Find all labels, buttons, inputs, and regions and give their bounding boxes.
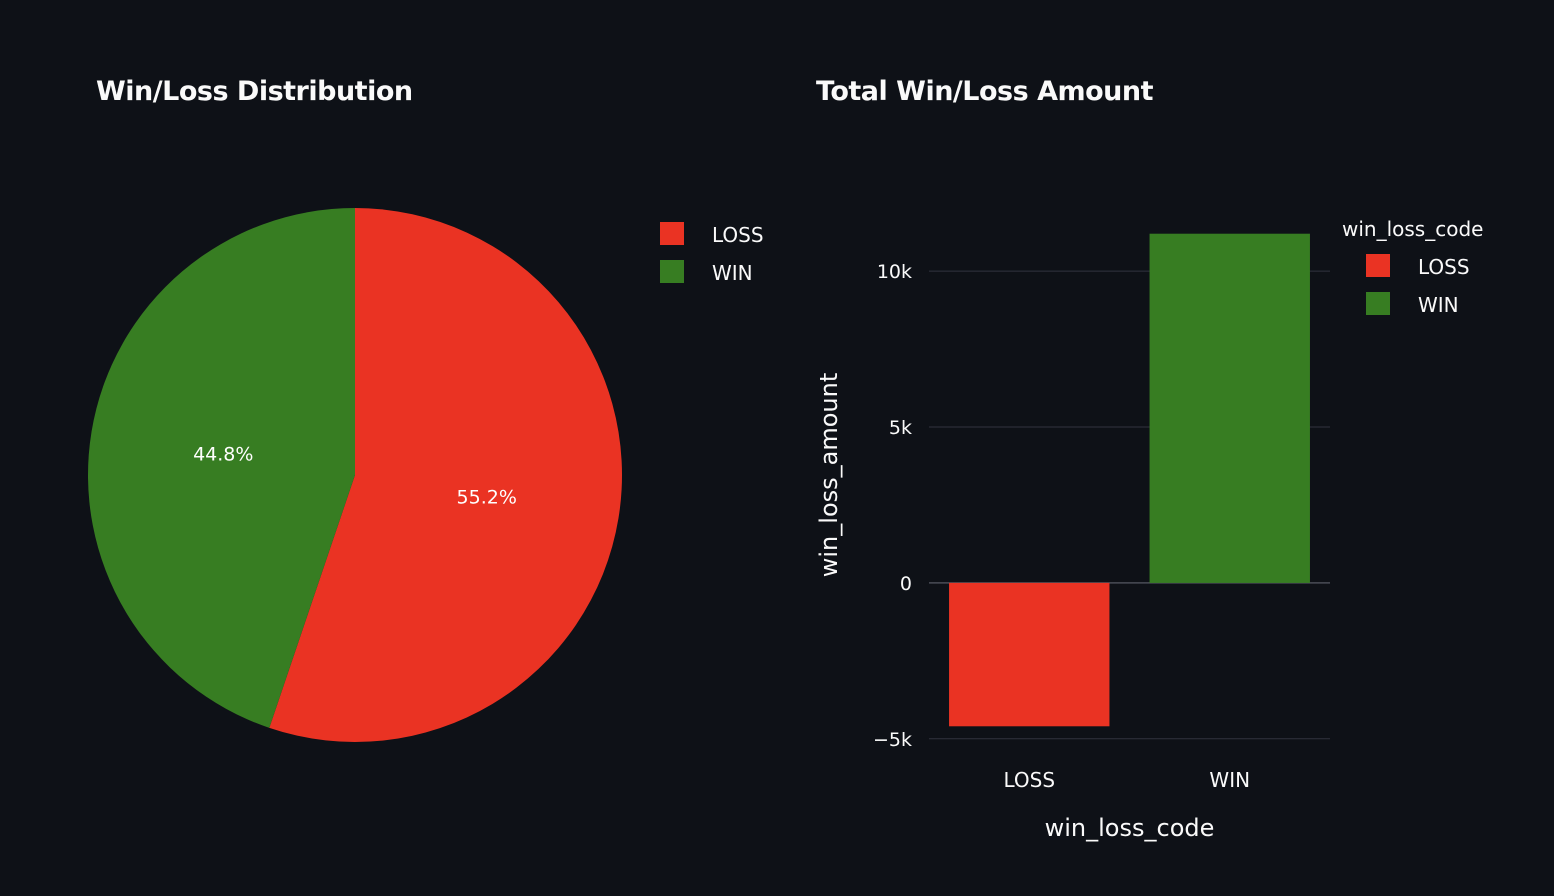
bar-xtick-label-win: WIN [1209,768,1250,792]
pie-legend-swatch-win[interactable] [660,260,684,283]
pie-chart: 55.2% 44.8% LOSS WIN [88,208,764,743]
bar-win [1149,233,1310,583]
bar-legend-label-win: WIN [1418,293,1459,317]
bar-y-axis-title: win_loss_amount [815,373,843,577]
bar-ytick-label: 0 [900,573,912,595]
bar-legend-label-loss: LOSS [1418,255,1470,279]
pie-legend-swatch-loss[interactable] [660,222,684,245]
bar-legend-swatch-win[interactable] [1366,292,1390,315]
pie-chart-title: Win/Loss Distribution [96,76,413,107]
pie-slice-win [88,208,356,728]
bar-ytick-label: −5k [873,729,912,751]
bar-x-axis-title: win_loss_code [1045,814,1215,842]
bar-ytick-label: 10k [877,261,912,283]
pie-legend-label-loss: LOSS [712,223,764,247]
bar-loss [949,582,1110,727]
pie-data-label-win: 44.8% [193,443,253,465]
bar-legend-title: win_loss_code [1342,217,1483,241]
bar-xtick-label-loss: LOSS [1003,768,1055,792]
bar-chart: −5k 0 5k 10k LOSS WIN win_loss_code win_loss_am… [815,217,1483,842]
bar-legend-swatch-loss[interactable] [1366,254,1390,277]
bar-ytick-label: 5k [889,417,912,439]
pie-data-label-loss: 55.2% [457,487,517,509]
pie-legend-label-win: WIN [712,261,753,285]
bar-chart-title: Total Win/Loss Amount [816,76,1154,107]
pie-slice-loss [269,208,623,743]
